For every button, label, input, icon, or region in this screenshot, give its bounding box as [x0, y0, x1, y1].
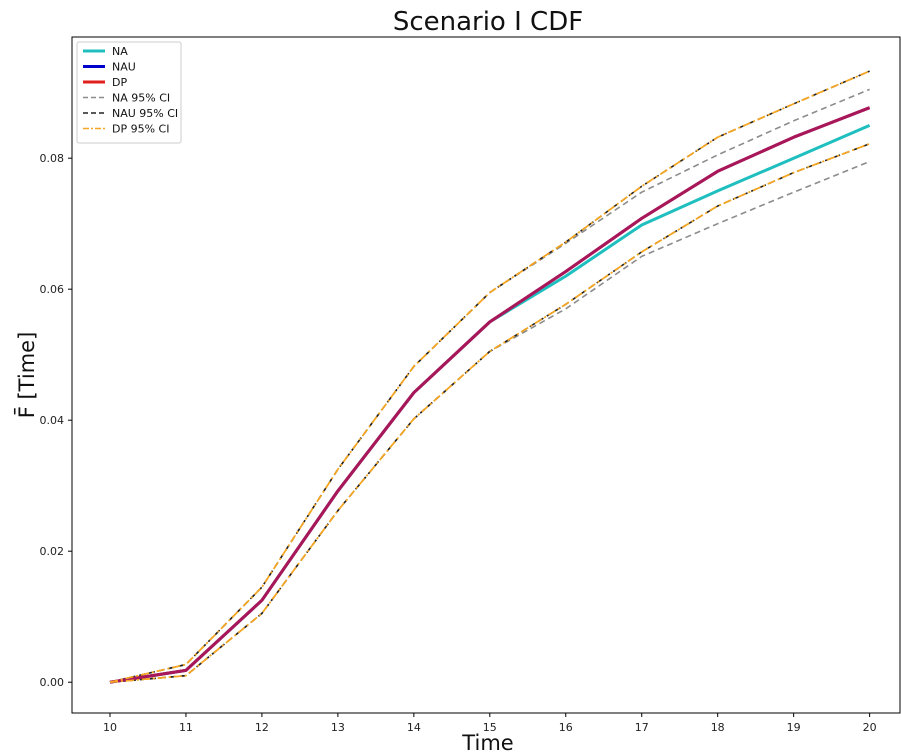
x-axis-label: Time — [461, 731, 513, 754]
series-line-dp — [109, 106, 871, 684]
x-tick-label: 17 — [635, 721, 649, 734]
legend-label: NA 95% CI — [112, 92, 170, 105]
series-line-nau-95-ci — [109, 143, 870, 683]
legend-label: NAU 95% CI — [112, 107, 178, 120]
series-line-nau — [109, 106, 871, 684]
axis-ticks: 10 11 12 13 14 15 16 17 18 19 20 0.00 0.02 0.04 0.06 0.… — [40, 152, 877, 734]
x-tick-label: 10 — [103, 721, 117, 734]
series-line-dp-95-ci — [109, 143, 870, 683]
y-tick-label: 0.00 — [40, 676, 65, 689]
legend-label: DP — [112, 76, 127, 89]
y-tick-label: 0.02 — [40, 545, 65, 558]
x-tick-label: 16 — [559, 721, 573, 734]
series-line-nau-95-ci — [109, 70, 870, 683]
series-line-dp-95-ci — [109, 143, 870, 683]
plot-area — [109, 70, 871, 684]
x-tick-label: 11 — [179, 721, 193, 734]
x-tick-label: 19 — [787, 721, 801, 734]
y-tick-label: 0.04 — [40, 414, 65, 427]
x-tick-label: 15 — [483, 721, 497, 734]
x-tick-label: 14 — [407, 721, 421, 734]
series-line-dp-95-ci — [109, 70, 870, 683]
legend-label: NA — [112, 45, 128, 58]
series-line-na — [109, 124, 871, 684]
x-tick-label: 18 — [711, 721, 725, 734]
x-tick-label: 13 — [331, 721, 345, 734]
x-tick-label: 12 — [255, 721, 269, 734]
y-tick-label: 0.08 — [40, 152, 65, 165]
legend-label: NAU — [112, 61, 136, 74]
legend-label: DP 95% CI — [112, 123, 169, 136]
series-line-dp-95-ci — [109, 70, 870, 683]
x-tick-label: 20 — [863, 721, 877, 734]
y-tick-label: 0.06 — [40, 283, 65, 296]
chart-title: Scenario I CDF — [393, 7, 583, 37]
legend: NA NAU DP NA 95% CI NAU 95% CI DP 95% CI — [76, 41, 182, 144]
series-line-na-95-ci — [109, 160, 870, 683]
y-axis-label: F̄ [Time] — [14, 332, 39, 419]
plot-frame — [71, 36, 901, 714]
series-line-na-95-ci — [109, 88, 870, 683]
